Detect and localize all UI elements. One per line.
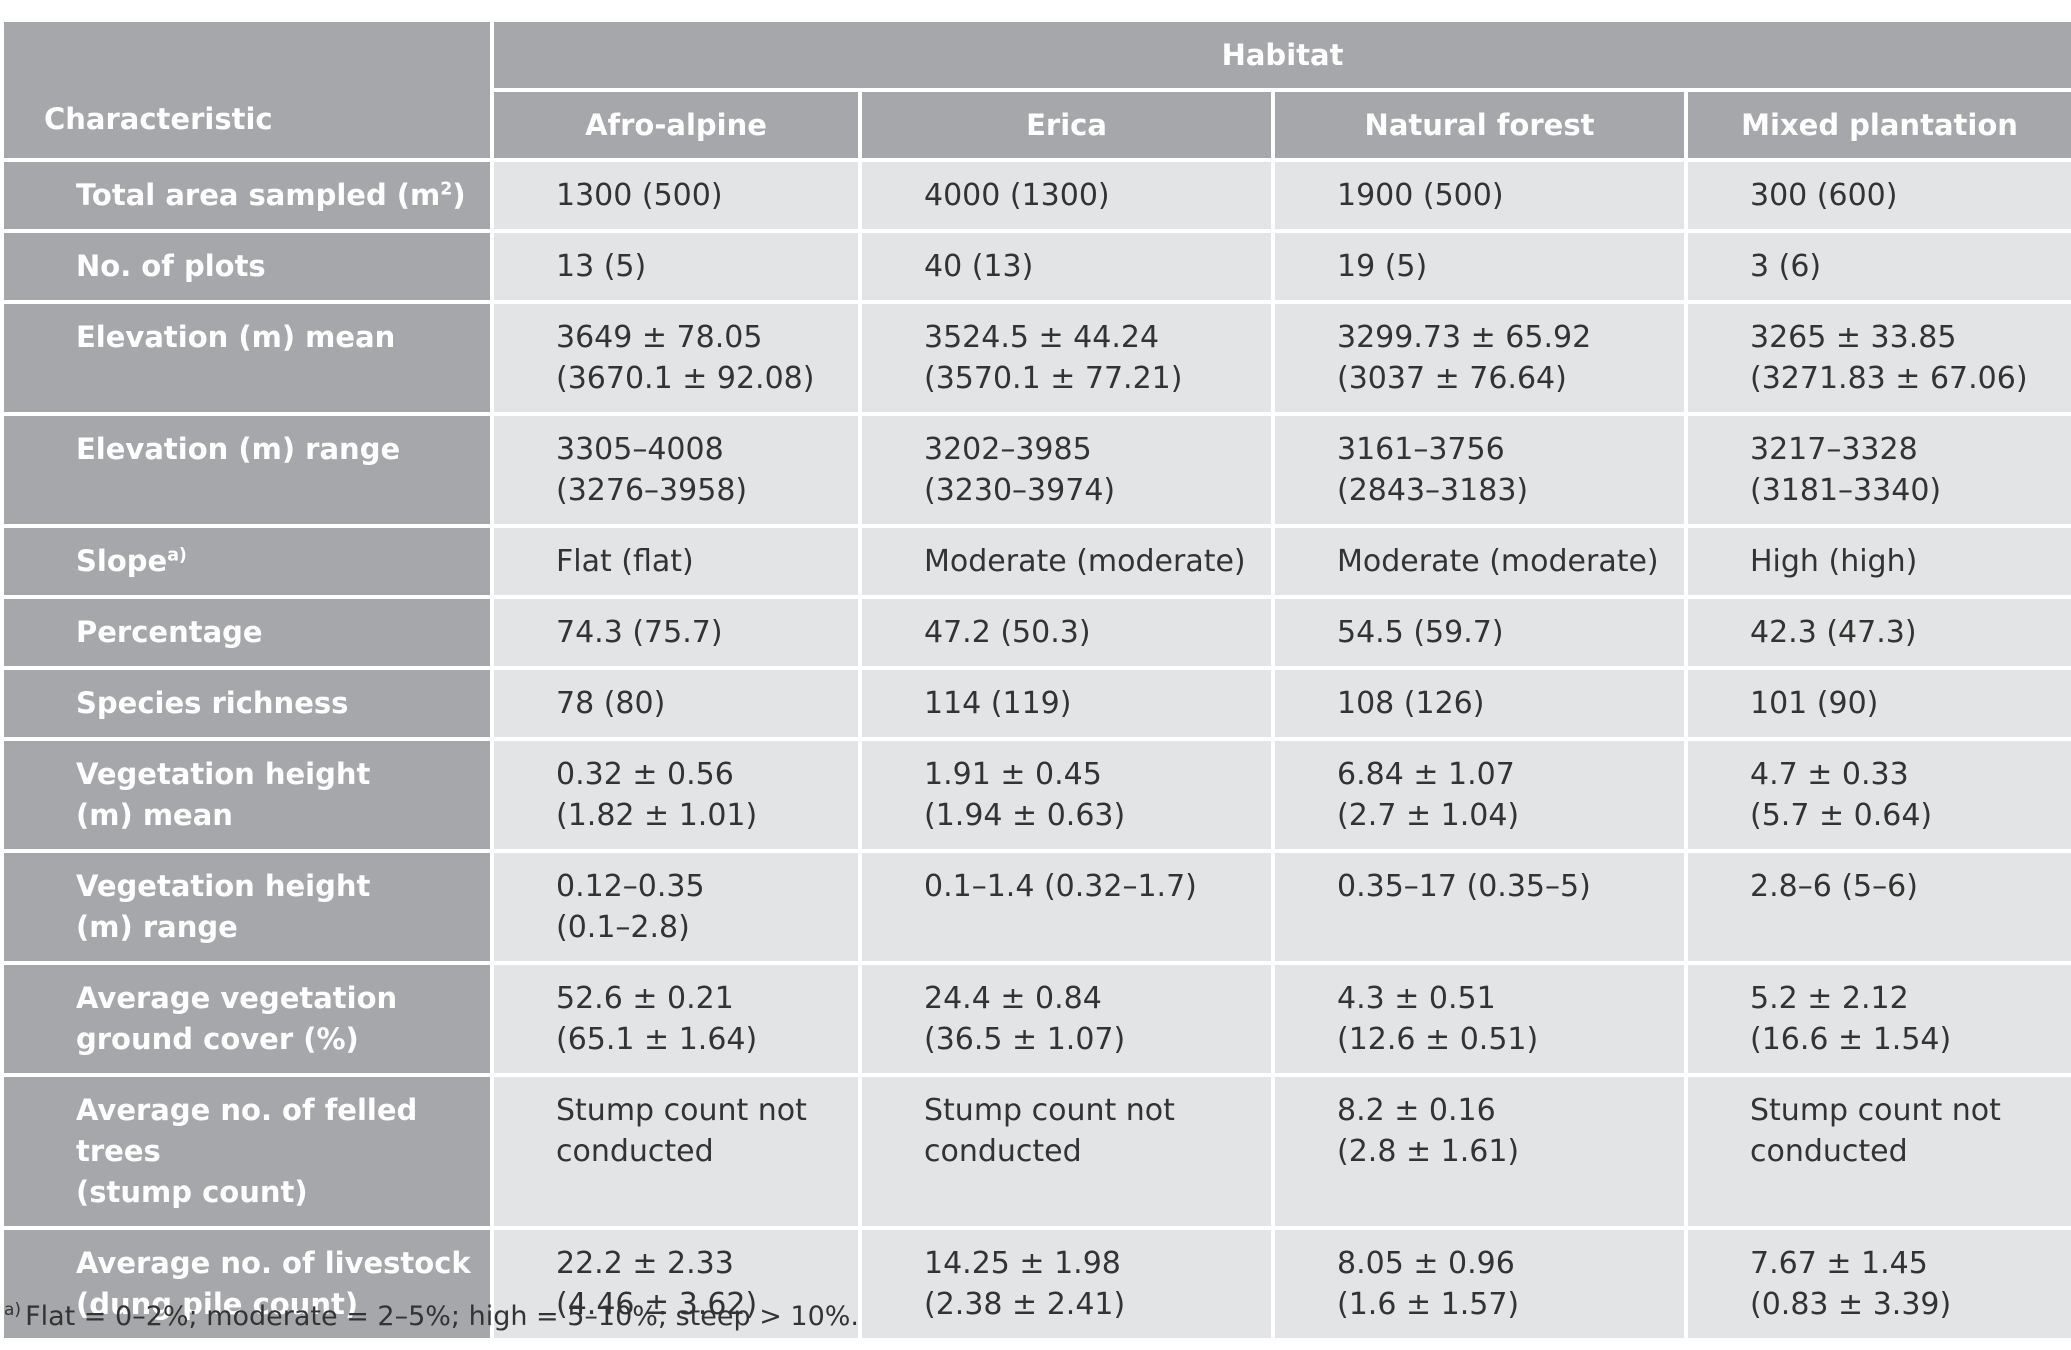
table-cell: 0.12–0.35 (0.1–2.8) (490, 849, 862, 965)
row-label: Elevation (m) range (0, 412, 494, 528)
table-cell: 3265 ± 33.85 (3271.83 ± 67.06) (1683, 300, 2071, 416)
table-cell: 108 (126) (1271, 666, 1688, 741)
table-cell: 3202–3985 (3230–3974) (858, 412, 1275, 528)
table-row: No. of plots 13 (5) 40 (13) 19 (5) 3 (6) (0, 229, 2071, 304)
table-cell: 7.67 ± 1.45 (0.83 ± 3.39) (1683, 1226, 2071, 1342)
table-cell: Flat (flat) (490, 524, 862, 599)
table-cell: 74.3 (75.7) (490, 595, 862, 670)
footnote-text: Flat = 0–2%; moderate = 2–5%; high = 5–1… (25, 1301, 860, 1332)
habitat-table-container: Characteristic Habitat Afro-alpine Erica… (0, 18, 2071, 1342)
table-row: Vegetation height (m) range 0.12–0.35 (0… (0, 849, 2071, 965)
table-cell: 4.7 ± 0.33 (5.7 ± 0.64) (1683, 737, 2071, 853)
table-cell: 3305–4008 (3276–3958) (490, 412, 862, 528)
row-label: Slopea) (0, 524, 494, 599)
row-label: Percentage (0, 595, 494, 670)
table-cell: 4000 (1300) (858, 158, 1275, 233)
column-header-natural-forest: Natural forest (1271, 88, 1688, 162)
table-cell: Moderate (moderate) (1271, 524, 1688, 599)
row-label: Elevation (m) mean (0, 300, 494, 416)
table-row: Vegetation height (m) mean 0.32 ± 0.56 (… (0, 737, 2071, 853)
table-cell: Stump count not conducted (490, 1073, 862, 1230)
table-row: Elevation (m) mean 3649 ± 78.05 (3670.1 … (0, 300, 2071, 416)
row-label: Vegetation height (m) range (0, 849, 494, 965)
table-cell: High (high) (1683, 524, 2071, 599)
table-cell: 3524.5 ± 44.24 (3570.1 ± 77.21) (858, 300, 1275, 416)
table-row: Elevation (m) range 3305–4008 (3276–3958… (0, 412, 2071, 528)
row-label: Average no. of livestock (dung pile coun… (0, 1226, 494, 1342)
table-cell: 0.35–17 (0.35–5) (1271, 849, 1688, 965)
header-row-group: Characteristic Habitat (0, 18, 2071, 162)
habitat-characteristics-table: Characteristic Habitat Afro-alpine Erica… (0, 18, 2071, 1342)
table-cell: 54.5 (59.7) (1271, 595, 1688, 670)
table-row: Slopea) Flat (flat) Moderate (moderate) … (0, 524, 2071, 599)
table-row: Percentage 74.3 (75.7) 47.2 (50.3) 54.5 … (0, 595, 2071, 670)
table-cell: 3217–3328 (3181–3340) (1683, 412, 2071, 528)
table-row: Average no. of felled trees (stump count… (0, 1073, 2071, 1230)
table-cell: 3299.73 ± 65.92 (3037 ± 76.64) (1271, 300, 1688, 416)
table-row: Average vegetation ground cover (%) 52.6… (0, 961, 2071, 1077)
row-label: Total area sampled (m2) (0, 158, 494, 233)
habitat-group-header: Habitat (489, 18, 2071, 92)
column-header-erica: Erica (858, 88, 1275, 162)
column-header-mixed-plantation: Mixed plantation (1683, 88, 2071, 162)
table-cell: 6.84 ± 1.07 (2.7 ± 1.04) (1271, 737, 1688, 853)
table-cell: 40 (13) (858, 229, 1275, 304)
table-cell: 4.3 ± 0.51 (12.6 ± 0.51) (1271, 961, 1688, 1077)
table-cell: Stump count not conducted (1683, 1073, 2071, 1230)
table-cell: 3161–3756 (2843–3183) (1271, 412, 1688, 528)
table-cell: 0.32 ± 0.56 (1.82 ± 1.01) (490, 737, 862, 853)
table-cell: 3649 ± 78.05 (3670.1 ± 92.08) (490, 300, 862, 416)
table-cell: Stump count not conducted (858, 1073, 1275, 1230)
characteristic-header: Characteristic (0, 18, 494, 162)
table-cell: 1300 (500) (490, 158, 862, 233)
row-label: Average vegetation ground cover (%) (0, 961, 494, 1077)
table-cell: 42.3 (47.3) (1683, 595, 2071, 670)
row-label: Average no. of felled trees (stump count… (0, 1073, 494, 1230)
table-row: Species richness 78 (80) 114 (119) 108 (… (0, 666, 2071, 741)
table-cell: 8.2 ± 0.16 (2.8 ± 1.61) (1271, 1073, 1688, 1230)
header-row-columns: Afro-alpine Erica Natural forest Mixed p… (2, 88, 2071, 162)
table-cell: 300 (600) (1683, 158, 2071, 233)
table-cell: 101 (90) (1683, 666, 2071, 741)
table-cell: 1900 (500) (1271, 158, 1688, 233)
row-label: Vegetation height (m) mean (0, 737, 494, 853)
table-row: Average no. of livestock (dung pile coun… (0, 1226, 2071, 1342)
table-cell: 22.2 ± 2.33 (4.46 ± 3.62) (490, 1226, 862, 1342)
table-cell: Moderate (moderate) (858, 524, 1275, 599)
table-cell: 19 (5) (1271, 229, 1688, 304)
table-cell: 5.2 ± 2.12 (16.6 ± 1.54) (1683, 961, 2071, 1077)
footnote-marker: a) (4, 1300, 22, 1320)
table-cell: 1.91 ± 0.45 (1.94 ± 0.63) (858, 737, 1275, 853)
table-row: Total area sampled (m2) 1300 (500) 4000 … (0, 158, 2071, 233)
table-cell: 52.6 ± 0.21 (65.1 ± 1.64) (490, 961, 862, 1077)
row-label: No. of plots (0, 229, 494, 304)
column-header-afro-alpine: Afro-alpine (490, 88, 862, 162)
table-cell: 3 (6) (1683, 229, 2071, 304)
table-cell: 14.25 ± 1.98 (2.38 ± 2.41) (858, 1226, 1275, 1342)
table-cell: 24.4 ± 0.84 (36.5 ± 1.07) (858, 961, 1275, 1077)
table-cell: 47.2 (50.3) (858, 595, 1275, 670)
table-cell: 8.05 ± 0.96 (1.6 ± 1.57) (1271, 1226, 1688, 1342)
table-cell: 0.1–1.4 (0.32–1.7) (858, 849, 1275, 965)
table-cell: 78 (80) (490, 666, 862, 741)
table-cell: 114 (119) (858, 666, 1275, 741)
table-cell: 13 (5) (490, 229, 862, 304)
table-cell: 2.8–6 (5–6) (1683, 849, 2071, 965)
table-footnote: a) Flat = 0–2%; moderate = 2–5%; high = 5… (4, 1300, 859, 1332)
row-label: Species richness (0, 666, 494, 741)
